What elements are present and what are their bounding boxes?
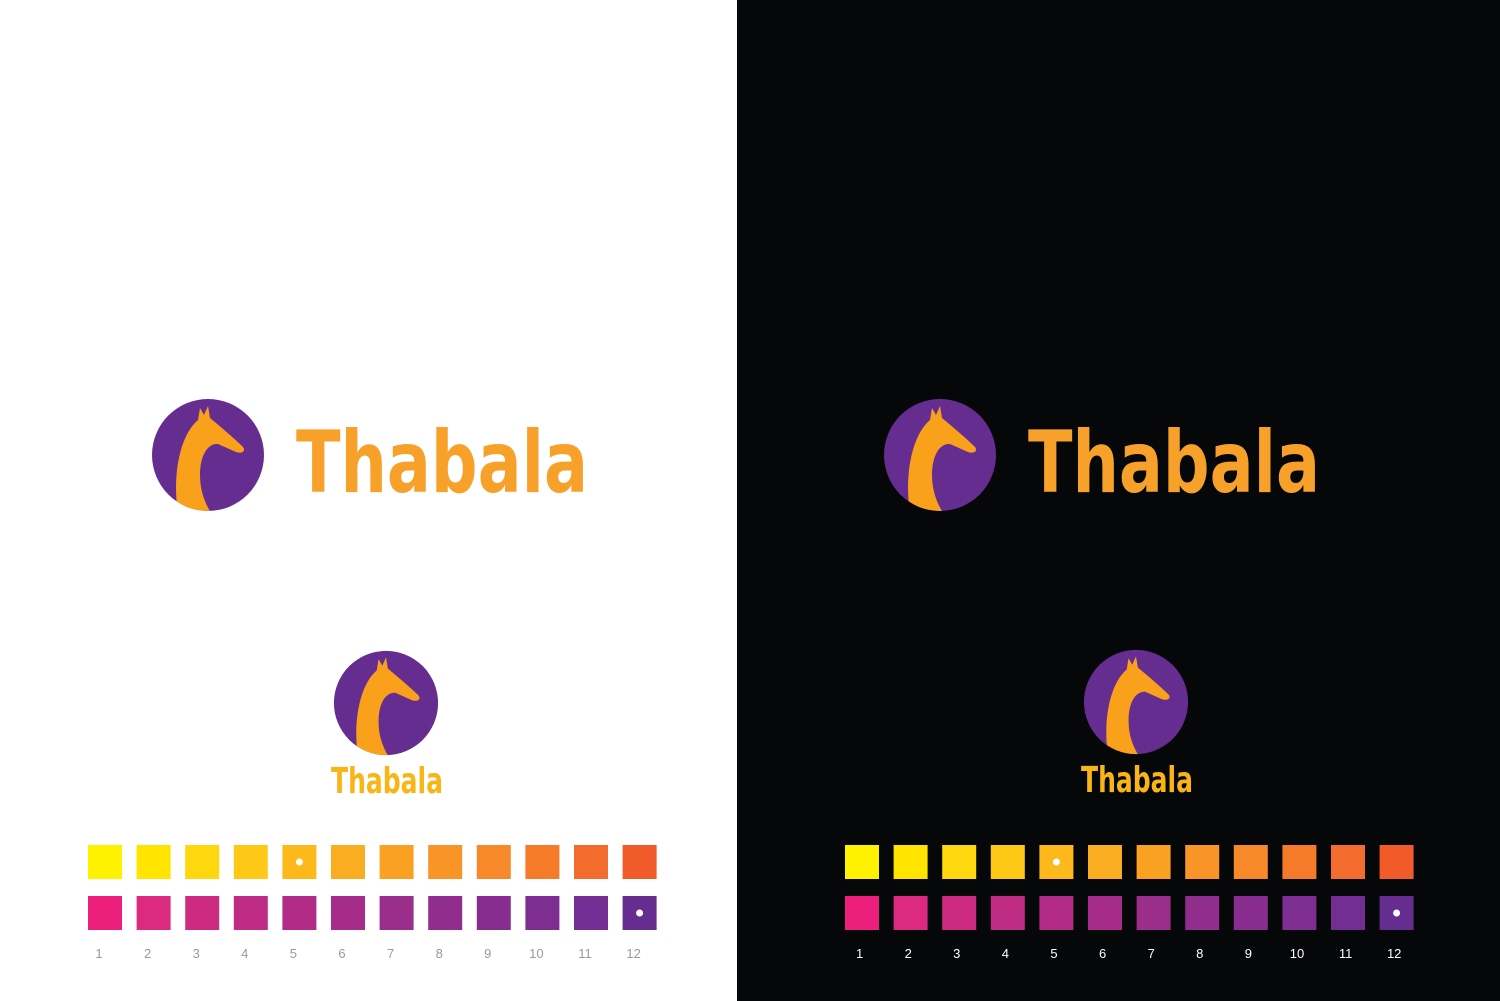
color-swatch (893, 896, 928, 930)
color-swatch (88, 845, 122, 879)
color-swatch (88, 896, 122, 930)
color-swatch (331, 845, 365, 879)
dark-panel (737, 0, 1500, 1001)
color-swatch (331, 896, 365, 930)
stacked-wordmark: Thabala (331, 761, 443, 802)
color-swatch (185, 845, 220, 879)
color-swatch (1136, 896, 1171, 930)
swatch-label: 12 (626, 946, 640, 961)
color-swatch (379, 845, 414, 879)
light-panel (0, 0, 737, 1001)
color-swatch (233, 896, 268, 930)
color-swatch (622, 845, 657, 879)
color-swatch (428, 896, 463, 930)
color-swatch (574, 845, 608, 879)
swatch-label: 3 (953, 946, 960, 961)
color-swatch (1282, 845, 1317, 879)
swatch-label: 5 (290, 946, 297, 961)
swatch-label: 6 (1099, 946, 1106, 961)
swatch-label: 1 (95, 946, 102, 961)
color-swatch (574, 896, 608, 930)
color-swatch (1379, 845, 1414, 879)
color-swatch (476, 845, 511, 879)
color-swatch (379, 896, 414, 930)
color-swatch (136, 896, 171, 930)
swatch-label: 8 (436, 946, 443, 961)
wordmark: Thabala (296, 413, 588, 513)
color-swatch (1233, 896, 1268, 930)
swatch-label: 7 (1148, 946, 1155, 961)
stacked-wordmark: Thabala (1081, 760, 1193, 801)
swatch-label: 2 (905, 946, 912, 961)
swatch-label: 1 (856, 946, 863, 961)
swatch-label: 7 (387, 946, 394, 961)
color-swatch (1282, 896, 1317, 930)
color-swatch (1331, 896, 1365, 930)
color-swatch (1233, 845, 1268, 879)
color-swatch (990, 896, 1025, 930)
swatch-label: 11 (1339, 946, 1353, 961)
color-swatch (1185, 845, 1220, 879)
color-swatch (136, 845, 171, 879)
swatch-label: 12 (1387, 946, 1401, 961)
color-swatch (525, 845, 560, 879)
color-swatch (428, 845, 463, 879)
color-swatch (1331, 845, 1365, 879)
swatch-marker (1393, 909, 1401, 917)
color-swatch (1136, 845, 1171, 879)
swatch-label: 4 (241, 946, 248, 961)
color-swatch (1088, 845, 1122, 879)
swatch-label: 5 (1050, 946, 1057, 961)
color-swatch (233, 845, 268, 879)
swatch-label: 9 (1245, 946, 1252, 961)
color-swatch (942, 896, 977, 930)
swatch-label: 8 (1196, 946, 1203, 961)
swatch-label: 10 (529, 946, 543, 961)
swatch-label: 6 (338, 946, 345, 961)
wordmark: Thabala (1028, 413, 1320, 513)
swatch-label: 4 (1002, 946, 1009, 961)
color-swatch (476, 896, 511, 930)
swatch-marker (636, 909, 644, 917)
color-swatch (282, 896, 317, 930)
swatch-marker (1052, 858, 1060, 866)
color-swatch (942, 845, 977, 879)
color-swatch (845, 845, 879, 879)
color-swatch (845, 896, 879, 930)
color-swatch (1039, 896, 1074, 930)
swatch-label: 2 (144, 946, 151, 961)
swatch-label: 3 (193, 946, 200, 961)
color-swatch (185, 896, 220, 930)
swatch-label: 11 (578, 946, 592, 961)
color-swatch (1185, 896, 1220, 930)
color-swatch (893, 845, 928, 879)
swatch-label: 10 (1290, 946, 1304, 961)
color-swatch (1088, 896, 1122, 930)
color-swatch (990, 845, 1025, 879)
swatch-label: 9 (484, 946, 491, 961)
swatch-marker (295, 858, 303, 866)
color-swatch (525, 896, 560, 930)
